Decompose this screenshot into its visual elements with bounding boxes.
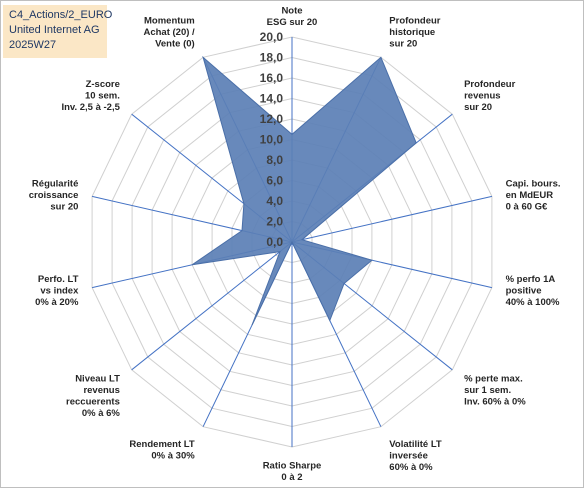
tick-label: 6,0 [266,174,283,188]
axis-label-line: 0% à 6% [82,408,121,419]
axis-label-line: Ratio Sharpe [263,461,322,472]
axis-label-line: Profondeur [389,15,440,26]
tick-label: 0,0 [266,235,283,249]
tick-label: 4,0 [266,194,283,208]
tick-label: 2,0 [266,215,283,229]
axis-label-line: vs index [40,286,79,297]
axis-label-line: ESG sur 20 [267,17,318,28]
axis-label: Capi. bours. en MdEUR 0 à 60 G€ [506,178,561,212]
axis-label-line: 40% à 100% [506,297,560,308]
axis-label-line: Capi. bours. [506,178,561,189]
axis-label: Niveau LT revenus reccuerents 0% à 6% [66,374,120,420]
axis-label-line: Z-score [86,79,120,90]
axis-label-line: inversée [389,451,428,462]
axis-label: Profondeur revenus sur 20 [464,79,515,113]
axis-labels: Note ESG sur 20 Profondeur historique sur 20… [29,6,561,484]
tick-label: 18,0 [260,51,284,65]
axis-label-line: revenus [464,90,500,101]
title-line-3: 2025W27 [9,39,57,51]
axis-label-line: croissance [29,190,79,201]
axis-label-line: sur 20 [464,102,492,113]
title-line-2: United Internet AG [9,24,100,36]
title-line-1: C4_Actions/2_EURO [9,9,113,21]
tick-label: 8,0 [266,153,283,167]
axis-label-line: Note [281,6,302,17]
axis-label: Profondeur historique sur 20 [389,15,440,49]
axis-label-line: 0 à 2 [281,472,302,483]
axis-label-line: 0% à 30% [151,451,195,462]
axis-label: Note ESG sur 20 [267,6,318,29]
tick-label: 16,0 [260,71,284,85]
axis-label-line: Perfo. LT [38,274,79,285]
tick-label: 10,0 [260,133,284,147]
axis-label: % perfo 1A positive 40% à 100% [506,274,560,308]
axis-label-line: Profondeur [464,79,515,90]
tick-label: 20,0 [260,30,284,44]
axis-label-line: 10 sem. [85,90,120,101]
axis-label: Ratio Sharpe 0 à 2 [263,461,322,484]
axis-label-line: historique [389,27,435,38]
axis-label-line: Inv. 60% à 0% [464,397,526,408]
axis-label: Momentum Achat (20) / Vente (0) [143,15,195,49]
axis-label-line: % perte max. [464,374,523,385]
axis-label-line: positive [506,286,542,297]
axis-label-line: Niveau LT [75,374,120,385]
axis-label: Régularité croissance sur 20 [29,178,79,212]
axis-label-line: Rendement LT [129,439,194,450]
axis-label: Z-score 10 sem. Inv. 2,5 à -2,5 [61,79,120,113]
axis-label-line: Régularité [32,178,78,189]
axis-label: Perfo. LT vs index 0% à 20% [35,274,79,308]
axis-label-line: 0 à 60 G€ [506,201,548,212]
axis-label-line: 0% à 20% [35,297,79,308]
tick-label: 12,0 [260,112,284,126]
axis-label: Rendement LT 0% à 30% [129,439,195,462]
axis-label-line: sur 20 [50,201,78,212]
axis-label-line: en MdEUR [506,190,554,201]
radar-series [191,55,417,326]
axis-label-line: Momentum [144,15,195,26]
axis-label-line: % perfo 1A [506,274,556,285]
axis-label-line: Inv. 2,5 à -2,5 [61,102,120,113]
axis-label-line: sur 20 [389,38,417,49]
axis-label-line: revenus [83,385,119,396]
radial-axis-line [291,195,493,243]
tick-label: 14,0 [260,92,284,106]
axis-label: % perte max. sur 1 sem. Inv. 60% à 0% [464,374,526,408]
axis-label-line: sur 1 sem. [464,385,511,396]
radial-tick-labels: 0,0 2,0 4,0 6,0 8,0 10,0 12,0 14,0 16,0 18,0 20,0 [260,30,284,249]
axis-label-line: Achat (20) / [143,27,195,38]
axis-label-line: reccuerents [66,397,120,408]
axis-label-line: Vente (0) [155,38,195,49]
radial-axis-line [131,241,293,371]
axis-label-line: Volatilité LT [389,439,442,450]
chart-title-box: C4_Actions/2_EURO United Internet AG 202… [3,5,113,58]
axis-label: Volatilité LT inversée 60% à 0% [389,439,442,473]
axis-label-line: 60% à 0% [389,462,433,473]
